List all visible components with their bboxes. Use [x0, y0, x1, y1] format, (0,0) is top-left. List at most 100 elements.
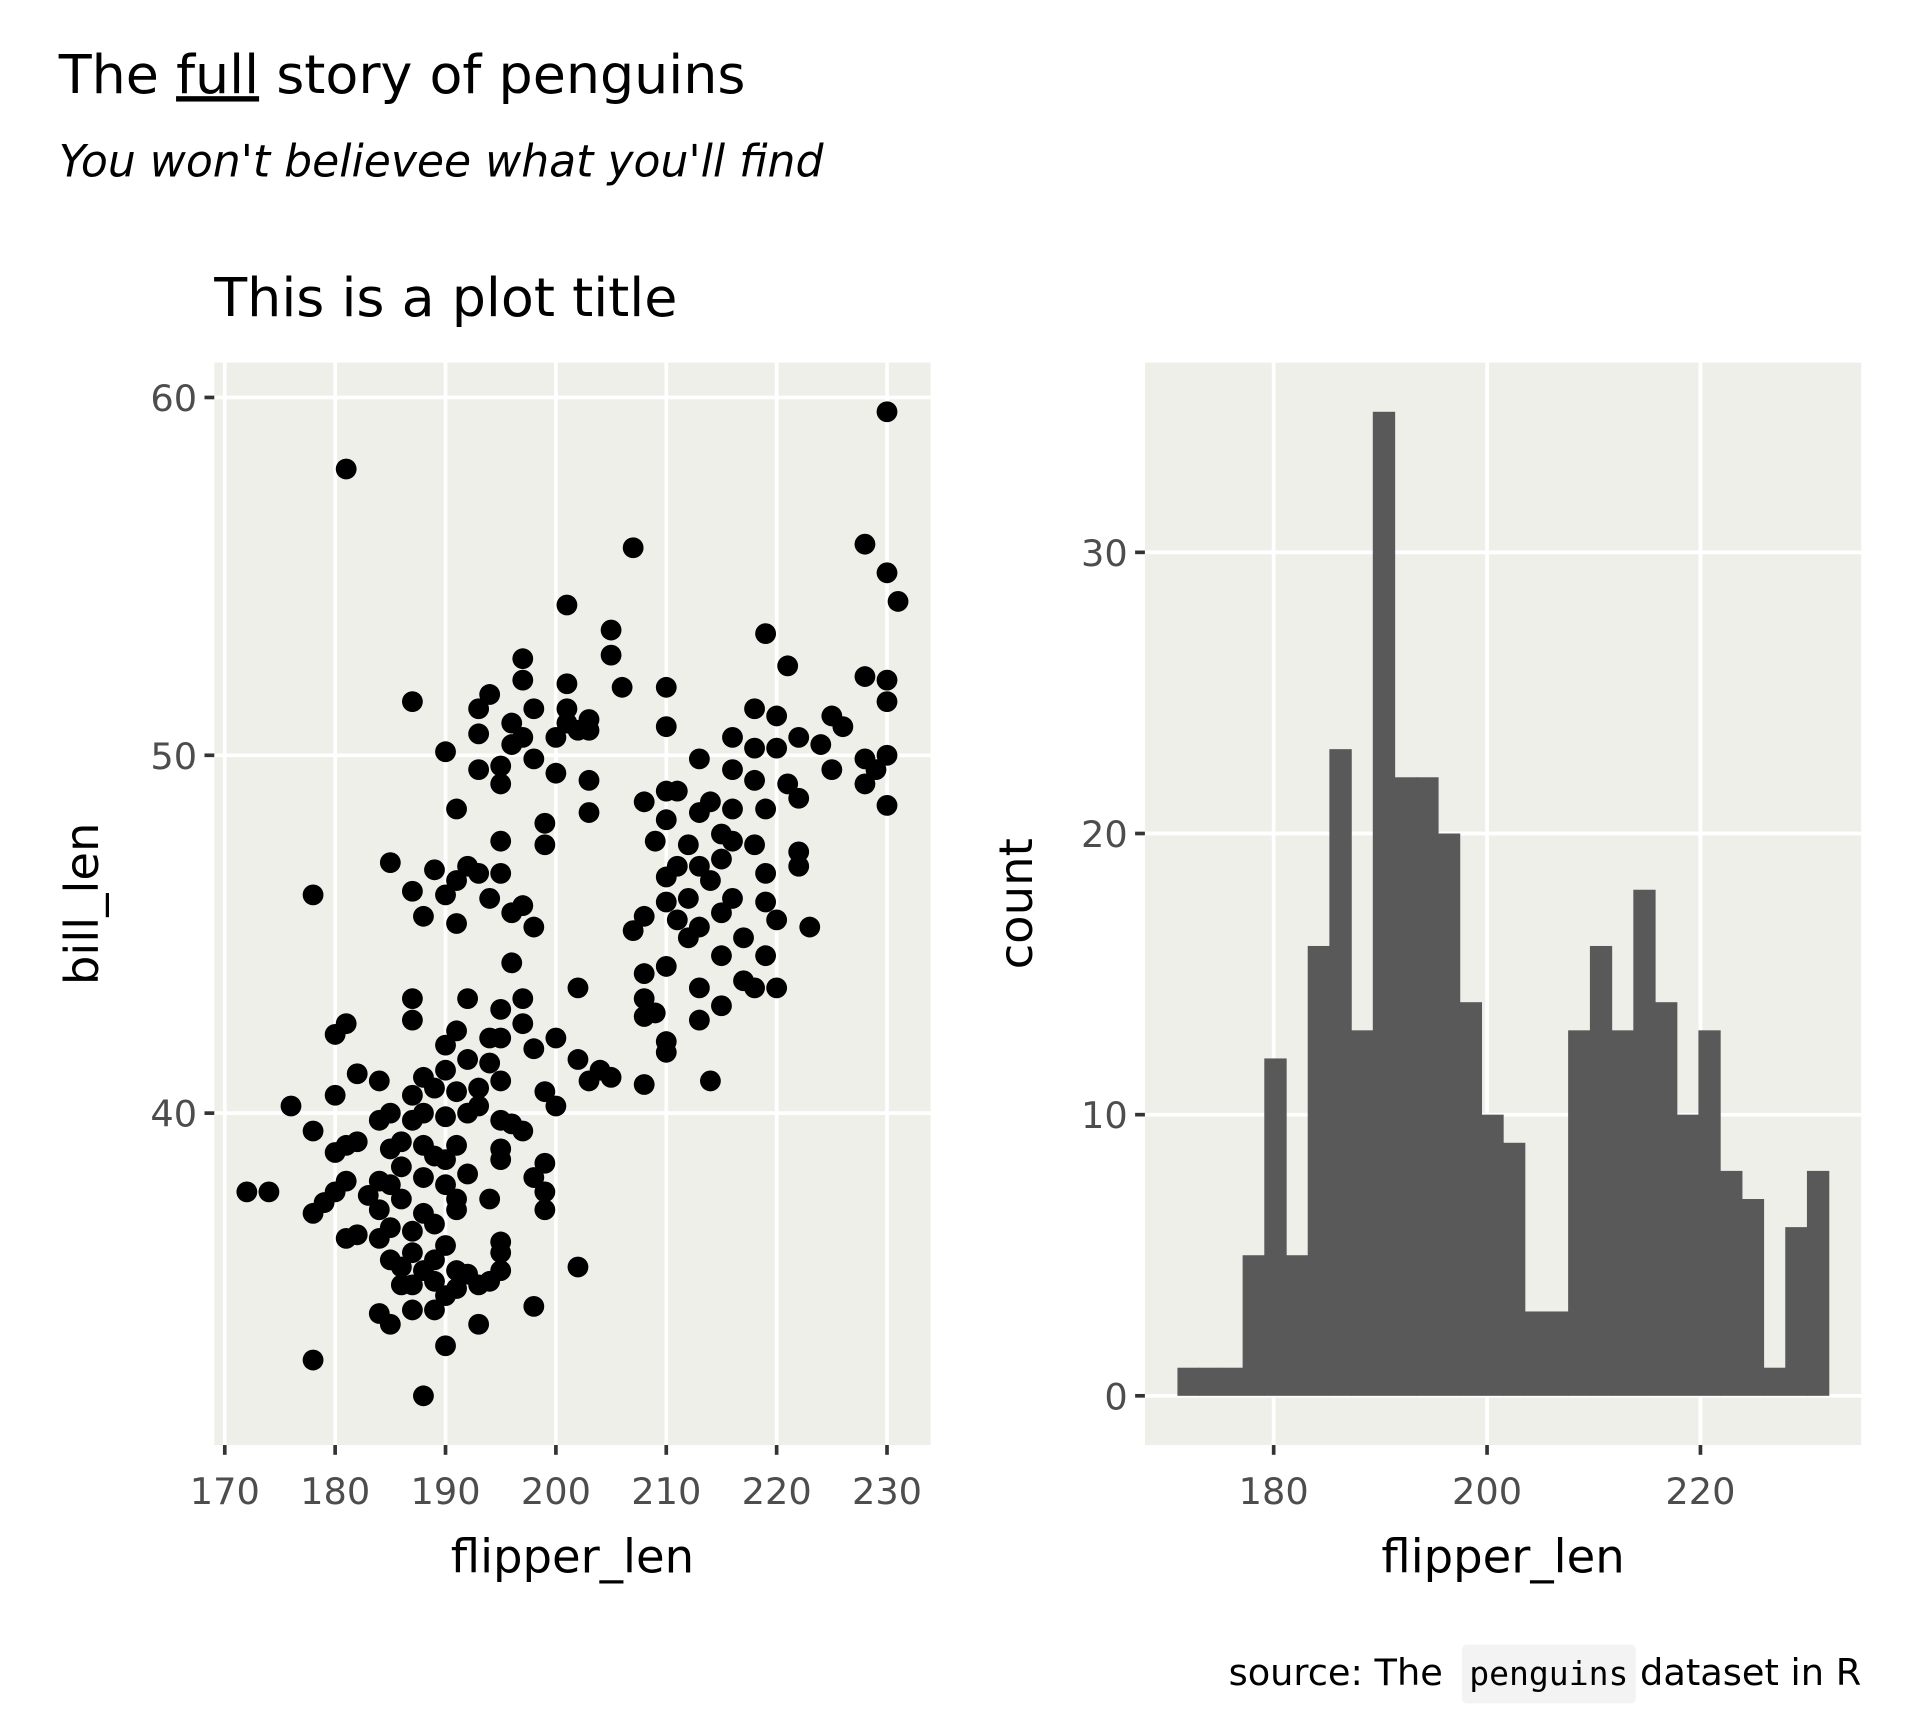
- point: [490, 830, 512, 852]
- point: [788, 787, 810, 809]
- point: [633, 988, 655, 1010]
- point: [821, 759, 843, 781]
- plot-title: This is a plot title: [213, 266, 677, 329]
- point: [744, 769, 765, 791]
- point: [413, 1167, 434, 1188]
- point: [401, 1009, 423, 1031]
- x-tick-label: 180: [300, 1470, 370, 1513]
- point: [501, 734, 523, 755]
- point: [633, 1006, 655, 1027]
- point: [468, 862, 490, 884]
- point: [711, 995, 732, 1017]
- point: [744, 977, 765, 999]
- point: [490, 1070, 512, 1092]
- bar: [1568, 1030, 1591, 1396]
- point: [424, 1270, 445, 1292]
- point: [534, 1199, 556, 1221]
- point: [534, 1181, 556, 1203]
- point: [501, 952, 523, 974]
- point: [512, 1013, 534, 1035]
- point: [302, 1202, 324, 1224]
- bar: [1394, 777, 1417, 1396]
- point: [512, 1120, 534, 1142]
- point: [677, 927, 699, 949]
- point: [413, 905, 434, 927]
- point: [633, 1074, 655, 1095]
- point: [655, 891, 677, 913]
- point: [468, 723, 490, 745]
- x-axis-title: flipper_len: [451, 1529, 694, 1583]
- bar: [1264, 1058, 1287, 1396]
- point: [523, 698, 545, 720]
- code-background: [1461, 1644, 1636, 1704]
- point: [490, 1149, 512, 1171]
- point: [446, 1081, 467, 1103]
- point: [468, 698, 490, 720]
- point: [755, 798, 777, 820]
- point: [876, 794, 898, 816]
- point: [512, 988, 534, 1010]
- point: [401, 1274, 423, 1296]
- bar: [1654, 1002, 1678, 1396]
- point: [876, 744, 898, 766]
- point: [755, 623, 777, 645]
- x-tick-label: 210: [631, 1470, 701, 1513]
- point: [424, 1299, 445, 1321]
- point: [368, 1070, 390, 1092]
- title: story of penguins: [259, 43, 745, 106]
- point: [633, 963, 655, 984]
- point: [777, 655, 799, 677]
- point: [401, 988, 423, 1010]
- point: [655, 1041, 677, 1063]
- point: [368, 1109, 390, 1131]
- point: [744, 834, 765, 856]
- point: [357, 1185, 379, 1206]
- point: [424, 859, 445, 881]
- point: [600, 1066, 622, 1088]
- x-tick-label: 220: [742, 1470, 812, 1513]
- point: [368, 1199, 390, 1221]
- point: [788, 855, 810, 877]
- bar: [1589, 945, 1613, 1396]
- point: [435, 1335, 456, 1357]
- point: [600, 619, 622, 641]
- point: [424, 1213, 445, 1235]
- point: [523, 1295, 545, 1317]
- point: [302, 1120, 324, 1142]
- bar: [1806, 1170, 1830, 1396]
- bar: [1481, 1114, 1504, 1396]
- point: [688, 748, 710, 770]
- point: [435, 1034, 456, 1056]
- point: [876, 691, 898, 713]
- x-tick-label: 190: [410, 1470, 480, 1513]
- point: [655, 809, 677, 831]
- point: [379, 1174, 401, 1196]
- point: [479, 1270, 501, 1292]
- point: [633, 905, 655, 927]
- point: [854, 533, 876, 555]
- point: [379, 1138, 401, 1160]
- point: [655, 956, 677, 977]
- x-tick-label: 200: [521, 1470, 591, 1513]
- point: [876, 401, 898, 423]
- point: [722, 726, 743, 748]
- caption-code: penguins: [1469, 1654, 1628, 1693]
- point: [523, 1038, 545, 1060]
- point: [401, 880, 423, 902]
- point: [435, 1235, 456, 1256]
- point: [523, 916, 545, 938]
- point: [567, 1256, 589, 1278]
- bar: [1785, 1227, 1808, 1396]
- point: [457, 988, 479, 1010]
- point: [435, 1059, 456, 1081]
- point: [534, 1152, 556, 1174]
- point: [578, 769, 600, 791]
- point: [457, 1163, 479, 1185]
- point: [479, 888, 501, 909]
- bar: [1416, 777, 1439, 1396]
- y-tick-label: 30: [1081, 532, 1128, 575]
- bar: [1437, 833, 1461, 1396]
- point: [457, 1049, 479, 1070]
- point: [401, 691, 423, 713]
